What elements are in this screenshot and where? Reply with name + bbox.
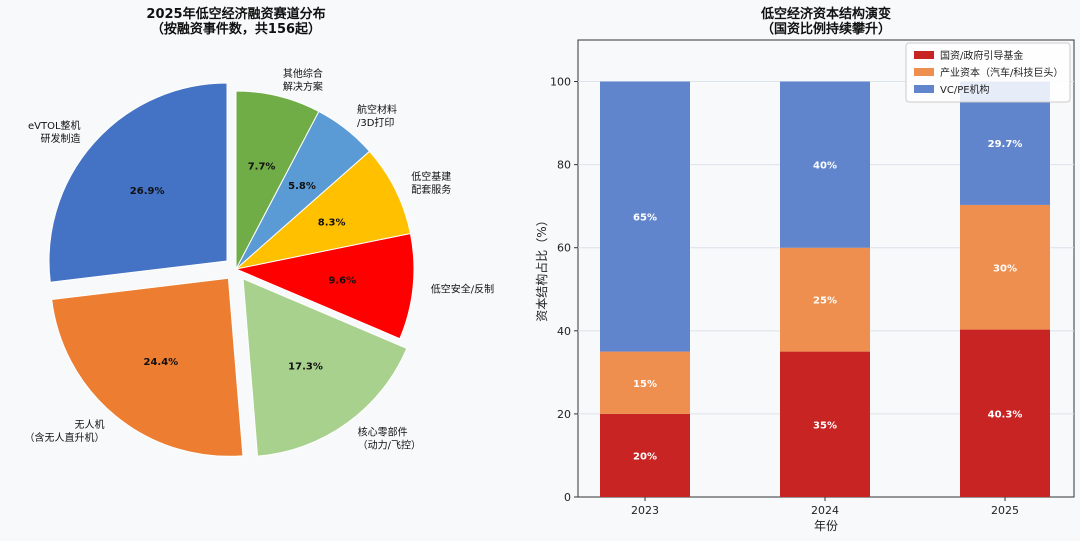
bar-2023-国资-政府引导基金: [600, 413, 690, 497]
y-tick-label: 0: [564, 491, 571, 504]
bar-value-label: 20%: [633, 451, 657, 462]
bar-value-label: 40%: [813, 161, 837, 172]
bar-value-label: 29.7%: [988, 139, 1023, 150]
legend-entry-国资-政府引导基金: 国资/政府引导基金: [940, 49, 1023, 62]
pie-slice-核心零部件-动力-飞控: [242, 277, 408, 457]
pie-slice-低空基建-配套服务: [234, 150, 412, 270]
axes: 0 20 40 60 80 100 2023 2024 2025: [550, 76, 1019, 517]
bar-2023-vc-pe机构: [600, 81, 690, 352]
pie-category-label: 低空基建配套服务: [411, 170, 451, 196]
pie-slice-其他综合-解决方案: [235, 90, 320, 270]
pie-value-label: 17.3%: [288, 361, 323, 372]
bar-value-label: 15%: [633, 379, 657, 390]
y-tick-label: 60: [557, 242, 571, 255]
bar-value-label: 25%: [813, 296, 837, 307]
y-tick-label: 100: [550, 76, 571, 89]
y-axis-label: 资本结构占比（%）: [534, 214, 549, 321]
bar-value-label: 40.3%: [988, 409, 1023, 420]
pie-value-label: 9.6%: [328, 276, 356, 287]
bar-2025-产业资本-汽车-科技巨头: [960, 204, 1050, 330]
legend-box: [905, 42, 1071, 103]
legend-swatch-vc-pe机构: [914, 85, 934, 93]
y-tick-label: 80: [557, 159, 571, 172]
pie-value-label: 8.3%: [318, 217, 346, 228]
pie-value-label: 26.9%: [130, 186, 165, 197]
x-axis-label: 年份: [814, 519, 838, 533]
legend-entry-vc-pe机构: VC/PE机构: [940, 83, 990, 96]
bars: 20% 15% 65% 35% 25% 40% 40.3% 30% 29.7%: [600, 81, 1050, 497]
bar-2024-产业资本-汽车-科技巨头: [780, 247, 870, 352]
pie-slices: [48, 82, 415, 457]
pie-slice-无人机-含无人直升机: [51, 277, 244, 457]
pie-category-label: 核心零部件（动力/飞控）: [358, 425, 421, 451]
bar-value-label: 30%: [993, 263, 1017, 274]
stacked-bar-chart: 低空经济资本结构演变 （国资比例持续攀升） 20% 15% 65% 35% 25% 40%…: [534, 6, 1075, 533]
bar-2025-国资-政府引导基金: [960, 329, 1050, 497]
bar-2024-国资-政府引导基金: [780, 351, 870, 497]
bar-value-label: 35%: [813, 420, 837, 431]
pie-value-label: 5.8%: [288, 181, 316, 192]
pie-value-label: 7.7%: [248, 161, 276, 172]
bar-2024-vc-pe机构: [780, 81, 870, 248]
pie-labels: 26.9% eVTOL整机研发制造 24.4% 无人机（含无人直升机） 17.3% 核心零…: [25, 67, 495, 452]
pie-slice-evtol整机-研发制造: [48, 82, 228, 283]
pie-category-label: eVTOL整机研发制造: [28, 119, 81, 145]
pie-category-label: 无人机（含无人直升机）: [25, 418, 105, 444]
legend-swatch-产业资本-汽车-科技巨头: [914, 68, 934, 76]
y-tick-label: 20: [557, 408, 571, 421]
legend-entry-产业资本-汽车-科技巨头: 产业资本（汽车/科技巨头）: [940, 66, 1063, 79]
legend-swatch-国资-政府引导基金: [914, 51, 934, 59]
x-tick-label: 2023: [631, 504, 659, 517]
bar-subtitle: （国资比例持续攀升）: [761, 21, 891, 37]
pie-category-label: 其他综合解决方案: [283, 67, 323, 93]
pie-value-label: 24.4%: [143, 357, 178, 368]
bar-value-label: 65%: [633, 213, 657, 224]
pie-chart: 2025年低空经济融资赛道分布 （按融资事件数，共156起） 26.9% eVTO…: [25, 6, 495, 457]
pie-subtitle: （按融资事件数，共156起）: [151, 21, 321, 37]
pie-slice-低空安全-反制: [234, 232, 415, 340]
pie-category-label: 航空材料/3D打印: [357, 103, 397, 129]
bar-title: 低空经济资本结构演变: [760, 6, 891, 22]
pie-category-label: 低空安全/反制: [431, 283, 494, 296]
pie-title: 2025年低空经济融资赛道分布: [146, 6, 325, 22]
bar-2023-产业资本-汽车-科技巨头: [600, 351, 690, 414]
y-tick-label: 40: [557, 325, 571, 338]
x-tick-label: 2024: [811, 504, 839, 517]
x-tick-label: 2025: [991, 504, 1019, 517]
